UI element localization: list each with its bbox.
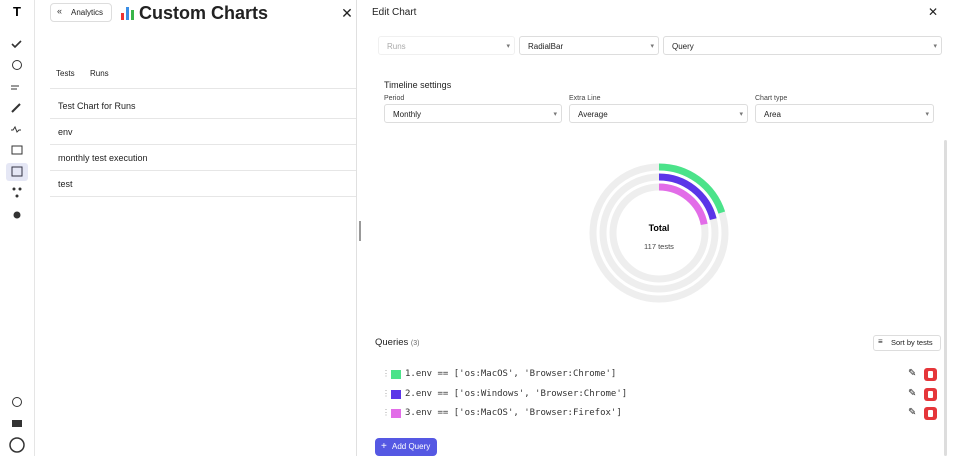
page-title: Custom Charts [139, 3, 269, 23]
close-button[interactable]: ✕ [341, 5, 353, 21]
svg-text:T: T [13, 4, 21, 19]
radial-chart: Total 117 tests [589, 163, 729, 303]
radial-bar [658, 173, 717, 221]
back-icon: « [57, 6, 63, 16]
queries-count: (3) [410, 340, 420, 347]
radial-bar [658, 163, 726, 214]
query-text: 3.env == ['os:MacOS', 'Browser:Firefox'] [405, 408, 622, 418]
select[interactable]: Area [755, 104, 934, 124]
select[interactable]: Average [569, 104, 748, 124]
select: Runs [378, 36, 515, 56]
center-subtitle: 117 tests [644, 242, 674, 251]
drag-handle: ⋮⋮ [382, 369, 398, 378]
add-query-button[interactable]: Add Query [375, 438, 437, 456]
radial-bar [658, 183, 708, 226]
sidebar: T [6, 0, 35, 456]
color-swatch [391, 409, 401, 418]
panel-title: Edit Chart [372, 7, 417, 18]
list-item[interactable]: monthly test execution [50, 145, 356, 171]
query-text: 1.env == ['os:MacOS', 'Browser:Chrome'] [405, 369, 617, 379]
delete-button[interactable] [924, 407, 937, 420]
sort-button[interactable]: Sort by tests [873, 335, 941, 351]
title-icon [121, 7, 134, 20]
edit-button[interactable]: ✎ [908, 387, 917, 399]
list-item[interactable]: Test Chart for Runs [50, 93, 356, 119]
edit-button[interactable]: ✎ [908, 368, 917, 379]
drag-handle: ⋮⋮ [382, 408, 398, 417]
back-button[interactable]: Analytics [50, 3, 112, 22]
color-swatch [391, 370, 401, 379]
delete-button[interactable] [924, 387, 937, 401]
color-swatch [391, 389, 401, 399]
sort-icon: ≡ [878, 337, 883, 346]
select[interactable]: RadialBar [519, 36, 659, 56]
drag-handle: ⋮⋮ [382, 388, 398, 398]
select[interactable]: Monthly [384, 104, 562, 124]
field-label: Period [384, 95, 405, 102]
delete-button[interactable] [924, 368, 937, 381]
close-button[interactable]: ✕ [928, 5, 939, 19]
field-label: Chart type [755, 95, 788, 102]
edit-button[interactable]: ✎ [908, 407, 917, 418]
list-item[interactable]: env [50, 119, 356, 145]
query-text: 2.env == ['os:Windows', 'Browser:Chrome'… [405, 388, 628, 399]
tab[interactable]: Tests [56, 69, 75, 78]
field-label: Extra Line [569, 95, 601, 102]
divider [50, 88, 356, 89]
list-item[interactable]: test [50, 171, 356, 197]
plus-icon: + [381, 441, 387, 452]
panel-border [356, 0, 357, 456]
select[interactable]: Query [663, 36, 942, 56]
section-title: Queries (3) [375, 337, 419, 348]
scrollbar[interactable] [944, 140, 947, 456]
resize-handle[interactable] [359, 221, 361, 241]
section-title: Timeline settings [384, 80, 452, 90]
queries-title: Queries [375, 337, 409, 348]
center-title: Total [649, 223, 670, 233]
tab[interactable]: Runs [90, 69, 109, 78]
